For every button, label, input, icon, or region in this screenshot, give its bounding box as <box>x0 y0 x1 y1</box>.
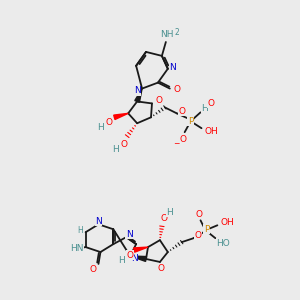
Text: −: − <box>174 140 180 148</box>
Text: P: P <box>188 117 193 126</box>
Text: N: N <box>95 217 102 226</box>
Text: O: O <box>160 214 167 223</box>
Text: O: O <box>208 99 215 108</box>
Text: OH: OH <box>220 218 234 227</box>
Text: H: H <box>112 146 119 154</box>
Text: N: N <box>131 254 137 263</box>
Text: O: O <box>179 135 186 144</box>
Text: H: H <box>167 208 173 217</box>
Polygon shape <box>135 88 142 102</box>
Text: HN: HN <box>70 244 83 253</box>
Polygon shape <box>134 247 148 252</box>
Text: O: O <box>173 85 180 94</box>
Text: O: O <box>127 250 134 260</box>
Text: O: O <box>178 107 185 116</box>
Polygon shape <box>130 256 146 261</box>
Text: NH: NH <box>160 30 174 39</box>
Text: O: O <box>106 118 113 127</box>
Text: O: O <box>195 210 202 219</box>
Text: O: O <box>155 96 162 105</box>
Text: O: O <box>158 264 164 273</box>
Text: N: N <box>169 63 176 72</box>
Text: P: P <box>204 225 209 234</box>
Text: H: H <box>97 123 104 132</box>
Text: O: O <box>194 231 201 240</box>
Text: N: N <box>126 230 133 239</box>
Text: 2: 2 <box>174 28 179 37</box>
Text: O: O <box>89 266 96 274</box>
Text: HO: HO <box>216 238 230 247</box>
Text: N: N <box>134 86 140 95</box>
Text: H: H <box>201 104 208 113</box>
Text: H: H <box>118 256 124 266</box>
Text: H: H <box>77 226 82 235</box>
Text: OH: OH <box>205 127 218 136</box>
Text: O: O <box>121 140 128 148</box>
Polygon shape <box>114 113 128 119</box>
